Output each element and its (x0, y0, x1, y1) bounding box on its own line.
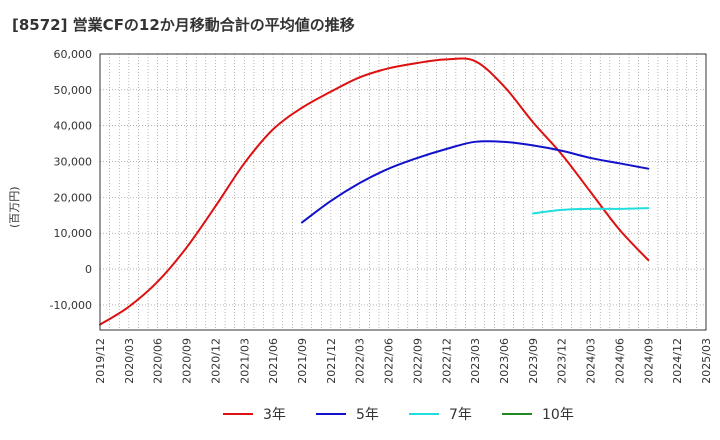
legend-label-3: 10年 (542, 407, 574, 423)
series-line-0 (99, 57, 650, 326)
legend-layer: 3年 5年 7年 10年 (223, 407, 574, 423)
y-tick-label: 20,000 (54, 191, 93, 204)
x-tick-label: 2022/03 (354, 338, 367, 384)
y-tick-label: 30,000 (54, 156, 93, 169)
x-tick-label: 2023/06 (498, 338, 511, 384)
x-tick-label: 2022/09 (411, 338, 424, 384)
x-tick-label: 2022/06 (383, 338, 396, 384)
y-tick-label: 50,000 (54, 84, 93, 97)
x-tick-label: 2024/06 (613, 338, 626, 384)
x-tick-label: 2020/12 (209, 338, 222, 384)
x-tick-label: 2022/12 (440, 338, 453, 384)
x-tick-label: 2025/03 (700, 338, 713, 384)
x-tick-label: 2023/03 (469, 338, 482, 384)
plot-border (99, 53, 707, 331)
chart-title: [8572] 営業CFの12か月移動合計の平均値の推移 (12, 16, 355, 34)
legend-label-2: 7年 (449, 407, 472, 423)
x-tick-label: 2024/03 (585, 338, 598, 384)
x-tick-label: 2019/12 (94, 338, 107, 384)
x-tick-label: 2021/12 (325, 338, 338, 384)
y-tick-label: 10,000 (54, 227, 93, 240)
series-layer (99, 57, 650, 326)
x-tick-label: 2020/06 (152, 338, 165, 384)
x-tick-label: 2020/09 (181, 338, 194, 384)
x-tick-label: 2021/06 (267, 338, 280, 384)
legend-label-1: 5年 (356, 407, 379, 423)
y-tick-label: 40,000 (54, 120, 93, 133)
x-tick-label: 2021/09 (296, 338, 309, 384)
x-tick-label: 2024/09 (642, 338, 655, 384)
y-tick-label: -10,000 (50, 299, 92, 312)
plot-area (100, 54, 706, 330)
axis-layer: 60,000 50,000 40,000 30,000 20,000 10,000 0 -10… (50, 48, 713, 384)
x-tick-label: 2024/12 (671, 338, 684, 384)
series-line-1 (301, 140, 650, 224)
legend-label-0: 3年 (263, 407, 286, 423)
x-tick-label: 2021/03 (238, 338, 251, 384)
grid-layer (99, 53, 707, 330)
y-tick-label: 0 (85, 263, 92, 276)
series-line-2 (531, 207, 650, 215)
x-tick-label: 2020/03 (123, 338, 136, 384)
y-tick-label: 60,000 (54, 48, 93, 61)
x-tick-label: 2023/12 (556, 338, 569, 384)
x-tick-label: 2023/09 (527, 338, 540, 384)
